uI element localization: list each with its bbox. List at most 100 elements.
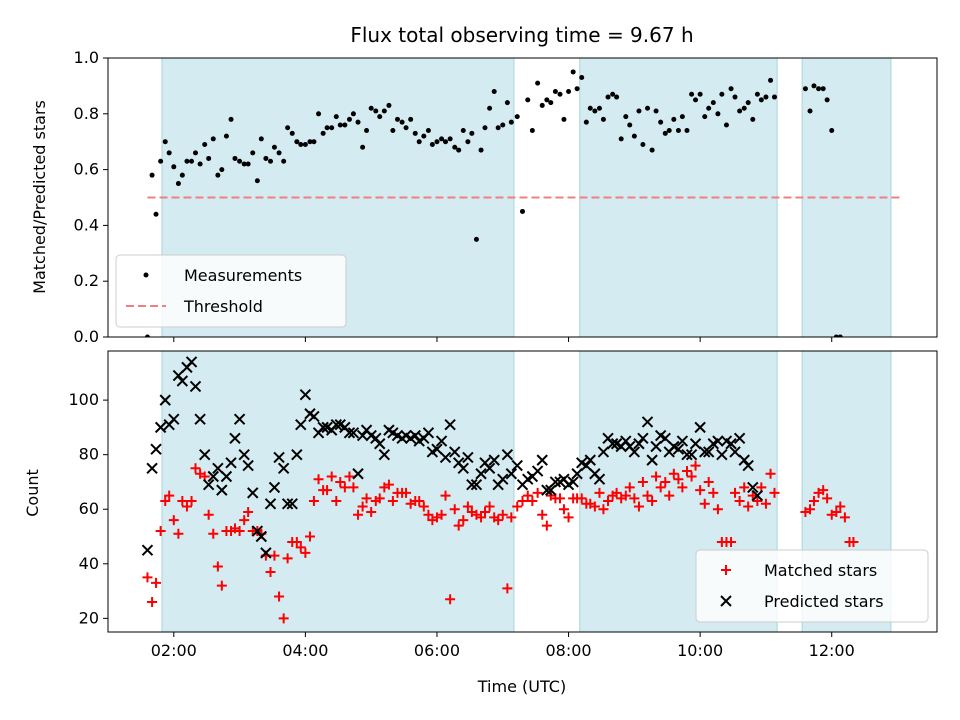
measurements-point <box>307 139 313 145</box>
measurements-point <box>373 108 379 114</box>
bottom-panel-y-axis-label: Count <box>23 469 42 517</box>
matched-stars-point <box>808 496 819 507</box>
measurements-point <box>399 119 405 125</box>
matched-stars-point <box>160 496 171 507</box>
matched-stars-point <box>839 512 850 523</box>
measurements-point <box>258 136 264 142</box>
matched-stars-point <box>734 496 745 507</box>
predicted-stars-point <box>291 448 303 461</box>
predicted-stars-point <box>299 388 312 401</box>
predicted-stars-point <box>672 443 685 455</box>
predicted-stars-point <box>159 394 171 406</box>
measurements-point <box>548 100 554 106</box>
matched-stars-point <box>673 474 684 485</box>
matched-stars-point <box>598 504 609 515</box>
measurements-point <box>535 80 541 86</box>
measurements-point <box>833 334 839 337</box>
measurements-point <box>829 128 835 134</box>
bottom-panel-y-tick-label: 20 <box>79 608 99 627</box>
top-panel-plot-area <box>144 69 901 337</box>
top-panel-legend: Measurements Threshold <box>115 254 347 328</box>
measurements-point <box>666 128 672 134</box>
measurements-point <box>758 97 764 103</box>
top-panel-y-tick-label: 1.0 <box>74 48 99 67</box>
matched-stars-point <box>278 613 289 624</box>
measurements-point <box>529 128 535 134</box>
matched-stars-point <box>168 515 179 526</box>
predicted-stars-point <box>497 473 509 485</box>
matched-stars-point <box>344 471 355 482</box>
matched-stars-point <box>339 482 350 493</box>
x-tick-label: 06:00 <box>414 641 460 660</box>
measurements-point <box>189 158 195 164</box>
matched-stars-point <box>752 496 763 507</box>
predicted-stars-point <box>378 448 391 461</box>
measurements-point <box>302 141 308 147</box>
matched-stars-point <box>313 474 324 485</box>
predicted-stars-point <box>202 478 215 491</box>
measurements-point <box>728 86 734 92</box>
measurements-point <box>254 178 260 184</box>
predicted-stars-point <box>431 443 443 455</box>
predicted-stars-point <box>628 446 641 458</box>
measurements-point <box>504 100 510 106</box>
measurements-point <box>627 122 633 128</box>
predicted-stars-point <box>356 429 369 442</box>
bottom-panel-frame <box>107 350 938 633</box>
matched-stars-point <box>642 490 653 501</box>
measurements-point <box>745 100 751 106</box>
measurements-point <box>689 91 695 97</box>
matched-stars-point <box>726 536 737 547</box>
matched-stars-point <box>558 504 569 515</box>
chart-title: Flux total observing time = 9.67 h <box>350 23 693 47</box>
predicted-stars-point <box>747 481 759 494</box>
measurements-point <box>614 94 620 100</box>
measurements-point <box>579 75 585 81</box>
predicted-stars-point <box>738 454 750 466</box>
measurements-point <box>719 91 725 97</box>
measurements-point <box>232 155 238 161</box>
matched-stars-point <box>493 515 504 526</box>
predicted-stars-point <box>457 462 469 475</box>
matched-stars-point <box>479 506 490 517</box>
matched-stars-point <box>633 501 644 512</box>
measurements-point <box>219 167 225 173</box>
matched-stars-point <box>436 509 447 520</box>
bottom-panel-y-tick-label: 60 <box>79 499 99 518</box>
measurements-point <box>520 208 525 214</box>
predicted-stars-point <box>154 421 167 434</box>
matched-stars-point <box>506 512 517 523</box>
measurements-point <box>469 130 475 136</box>
matched-stars-point <box>703 476 714 487</box>
matched-stars-point <box>383 479 394 490</box>
predicted-stars-point <box>488 454 500 466</box>
predicted-stars-point <box>199 448 211 461</box>
measurements-point <box>636 108 642 114</box>
top-panel-y-tick-label: 0.0 <box>74 327 99 346</box>
predicted-stars-point <box>549 476 562 488</box>
measurements-point <box>355 119 361 125</box>
measurements-point <box>333 114 339 120</box>
measurements-point <box>645 105 651 111</box>
measurements-point <box>623 114 629 120</box>
measurements-point <box>439 136 445 142</box>
predicted-stars-point <box>168 413 180 425</box>
matched-stars-point <box>212 561 223 572</box>
measurements-point <box>820 86 826 92</box>
measurements-point <box>175 181 181 187</box>
matched-stars-point <box>203 509 214 520</box>
predicted-stars-point <box>505 468 518 480</box>
matched-stars-point <box>326 471 337 482</box>
measurements-point <box>350 111 356 117</box>
matched-stars-point <box>835 501 846 512</box>
predicted-stars-point <box>620 435 632 447</box>
matched-stars-point <box>708 487 719 498</box>
matched-stars-point <box>522 490 533 501</box>
predicted-stars-point <box>462 451 474 464</box>
measurements-point <box>202 141 208 147</box>
measurements-point <box>223 133 229 139</box>
matched-stars-point <box>418 501 429 512</box>
matched-stars-point <box>589 501 600 512</box>
top-panel-y-tick-label: 0.6 <box>74 160 99 179</box>
